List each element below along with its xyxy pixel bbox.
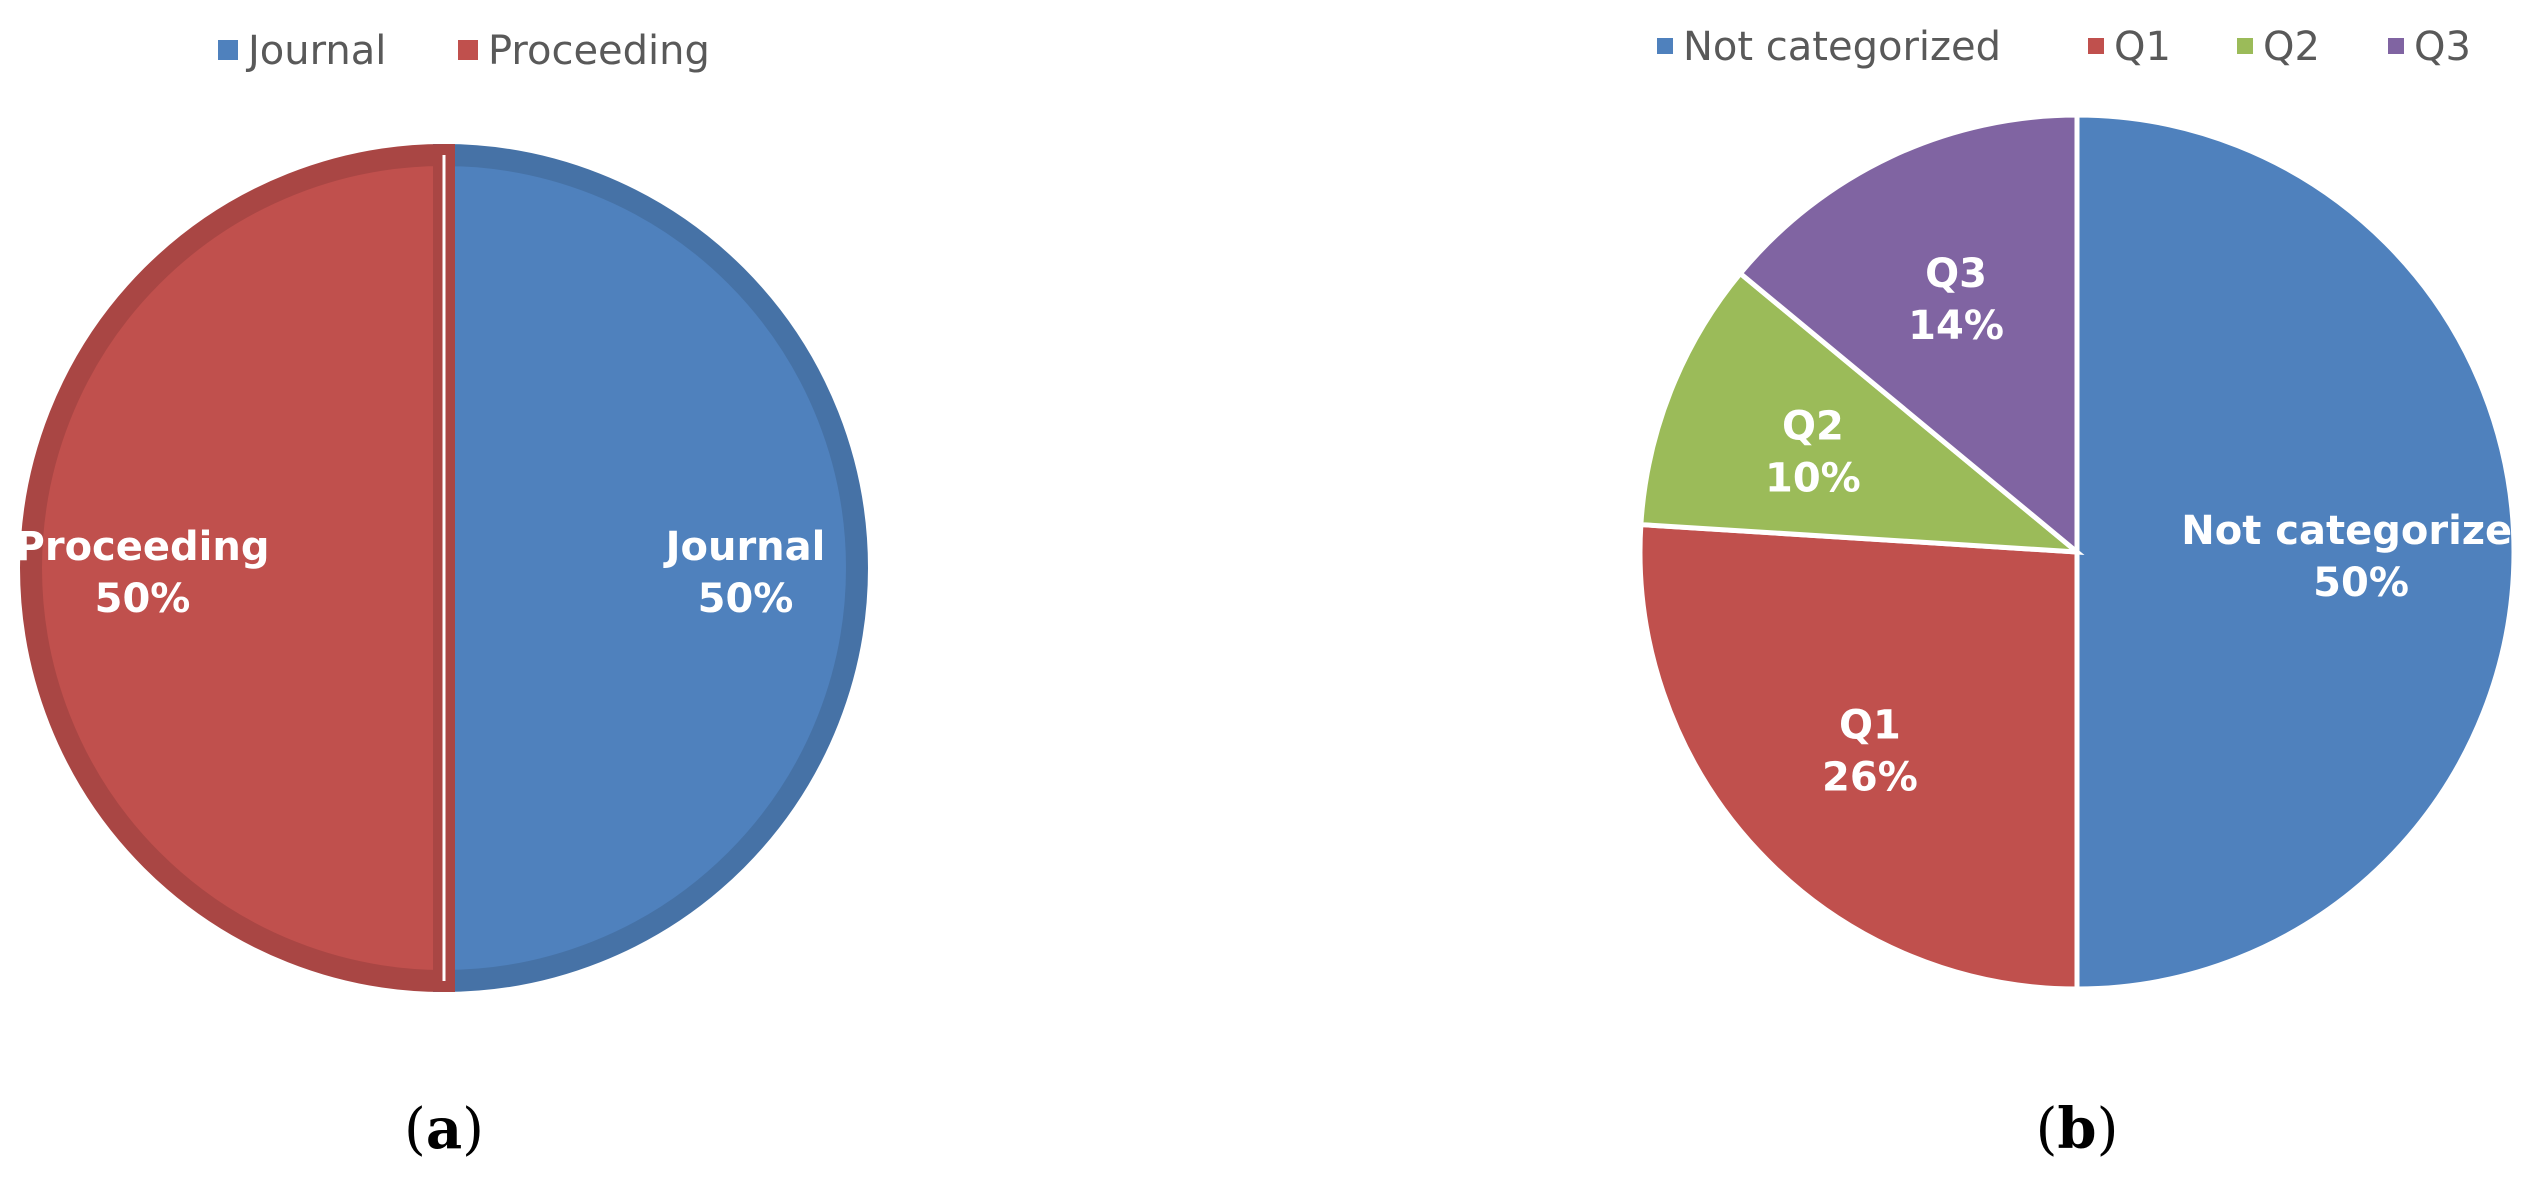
legend-label-not-categorized: Not categorized [1683, 24, 2001, 70]
slice-label-value-q2: 10% [1765, 455, 1861, 501]
legend-label-q1: Q1 [2114, 24, 2171, 70]
slice-label-name-q1: Q1 [1839, 702, 1901, 748]
slices-a [20, 143, 868, 993]
slice-proceeding [20, 143, 455, 993]
legend-swatch-q1 [2088, 38, 2104, 54]
legend-label-q2: Q2 [2263, 24, 2320, 70]
panel-label-a: (a) [404, 1096, 484, 1162]
slice-label-value-not-categorized: 50% [2313, 560, 2409, 606]
legend-a: Journal Proceeding [218, 28, 710, 74]
legend-label-q3: Q3 [2414, 24, 2471, 70]
slice-label-name-q3: Q3 [1925, 251, 1987, 297]
slice-q3 [1736, 112, 2080, 558]
legend-swatch-q2 [2237, 38, 2253, 54]
slice-label-value-journal: 50% [698, 576, 794, 622]
slice-label-name-not-categorized: Not categorized [2181, 508, 2530, 554]
slice-labels-a: Journal 50% Proceeding 50% [16, 524, 826, 622]
slice-label-value-q1: 26% [1822, 754, 1918, 800]
pie-chart-a: Journal Proceeding Journal 50% Proceeding 50… [16, 28, 868, 1162]
slice-label-value-proceeding: 50% [95, 576, 191, 622]
legend-swatch-q3 [2388, 38, 2404, 54]
slice-not-categorized [2074, 112, 2517, 992]
legend-b: Not categorized Q1 Q2 Q3 [1657, 24, 2471, 70]
slice-journal [433, 143, 868, 993]
legend-label-proceeding: Proceeding [488, 28, 710, 74]
legend-swatch-not-categorized [1657, 38, 1673, 54]
slice-label-name-q2: Q2 [1782, 403, 1844, 449]
legend-swatch-journal [218, 40, 238, 60]
slices-b [1637, 112, 2517, 992]
slice-q2 [1638, 269, 2085, 555]
legend-swatch-proceeding [458, 40, 478, 60]
slice-label-name-proceeding: Proceeding [16, 524, 270, 570]
slice-q1 [1637, 521, 2080, 992]
slice-labels-b: Not categorized 50% Q1 26% Q2 10% Q3 14% [1765, 251, 2530, 800]
legend-label-journal: Journal [245, 28, 386, 74]
slice-label-value-q3: 14% [1908, 303, 2004, 349]
pie-chart-b: Not categorized Q1 Q2 Q3 Not categorized 50%… [1637, 24, 2530, 1162]
panel-label-b: (b) [2036, 1096, 2119, 1162]
slice-label-name-journal: Journal [663, 524, 826, 570]
